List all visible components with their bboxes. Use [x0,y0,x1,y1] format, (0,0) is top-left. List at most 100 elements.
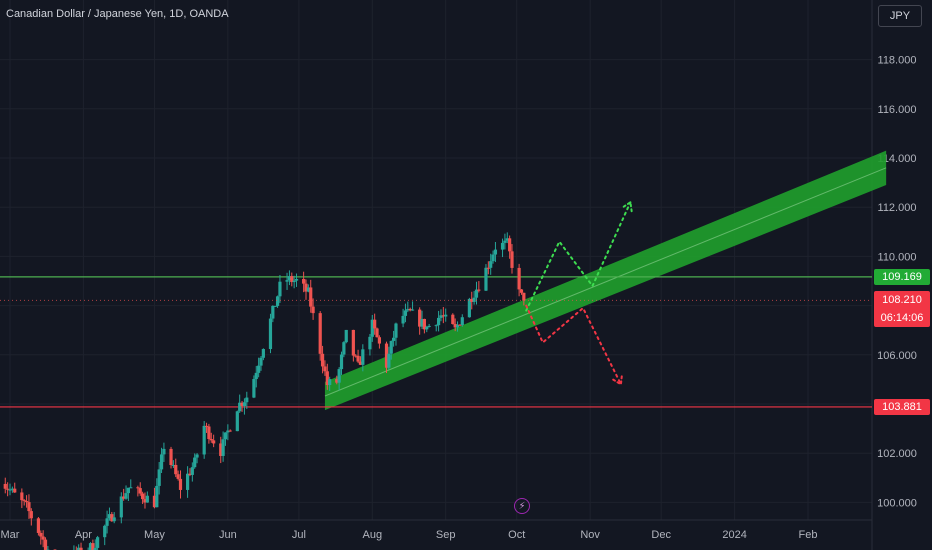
candle-up [427,325,431,328]
candle-up [252,379,256,398]
candle-up [467,298,471,318]
candle-up [455,324,460,328]
candle-down [188,473,192,475]
channel-midline [324,167,887,397]
candle-up [93,547,97,550]
x-tick-label: 2024 [722,529,746,541]
candle-up [10,488,14,490]
candle-up [221,439,225,456]
candle-up [505,238,509,241]
candle-up [119,496,123,518]
y-tick-label: 116.000 [878,104,917,116]
candle-up [88,543,93,550]
price-tag-support: 103.881 [874,398,930,415]
candle-up [337,369,341,383]
candle-up [361,349,365,365]
candle-up [257,365,261,373]
candle-down [373,319,377,329]
candle-up [292,280,296,283]
candle-up [444,314,448,317]
candle-up [285,280,289,282]
candle-down [377,337,382,344]
candle-down [136,487,140,489]
symbol-title: Canadian Dollar / Japanese Yen, 1D, OAND… [6,8,229,20]
candle-down [323,366,327,372]
candle-down [3,483,7,489]
candle-down [422,318,426,330]
price-tag-current: 108.210 06:14:06 [874,291,930,328]
candle-down [508,238,512,252]
candle-down [408,308,412,311]
candle-down [209,438,213,441]
x-tick-label: Jul [292,529,306,541]
candle-up [261,349,265,358]
candle-up [171,464,175,466]
candle-up [394,323,398,338]
candle-up [493,249,498,255]
x-tick-label: Aug [363,529,383,541]
candle-up [268,318,273,350]
candle-down [204,425,209,427]
candle-up [344,329,348,343]
x-tick-label: Sep [436,529,456,541]
candle-up [202,425,206,455]
candle-down [519,289,524,293]
candle-up [242,402,247,407]
y-tick-label: 106.000 [877,350,917,362]
y-tick-label: 112.000 [878,202,917,214]
candle-down [302,278,306,284]
candle-up [271,305,275,319]
bullish-arrowhead [621,200,633,213]
candle-down [41,536,45,540]
candle-up [472,297,476,302]
candle-up [328,379,332,386]
candle-down [79,547,83,550]
candle-up [223,432,228,440]
candle-up [107,514,112,519]
candle-down [29,511,33,519]
candle-up [145,495,149,503]
candle-down [36,518,41,533]
candle-up [389,340,393,354]
candle-up [342,342,346,355]
candle-up [489,261,493,268]
x-tick-label: Dec [651,529,671,541]
x-tick-label: Oct [508,529,525,541]
candle-up [436,317,441,326]
y-tick-label: 110.000 [878,251,917,263]
candle-down [141,493,145,500]
candle-up [484,267,488,291]
candle-up [275,296,280,306]
candle-up [460,317,464,326]
lightning-icon[interactable]: ⚡ [514,498,530,514]
candle-down [174,464,178,475]
candle-up [112,517,116,522]
candle-up [226,430,230,433]
candle-up [410,309,415,311]
candle-down [304,283,308,292]
candle-down [176,474,180,479]
candle-up [235,411,239,432]
bullish-projection [525,201,632,312]
candle-down [212,440,216,444]
candle-down [458,324,462,326]
candle-down [510,251,514,268]
candle-up [245,397,249,403]
candle-up [238,402,242,412]
candle-down [152,495,157,508]
candle-up [368,336,372,350]
candle-down [43,539,48,550]
candle-down [441,315,445,317]
candle-up [185,473,190,490]
candle-up [193,457,197,468]
currency-selector[interactable]: JPY [878,5,922,27]
trend-channel [324,150,887,411]
y-tick-label: 118.000 [878,55,917,67]
candle-down [240,402,244,407]
y-tick-label: 100.000 [877,497,917,509]
candle-down [13,488,17,493]
candle-down [20,492,24,501]
x-tick-label: Jun [219,529,237,541]
